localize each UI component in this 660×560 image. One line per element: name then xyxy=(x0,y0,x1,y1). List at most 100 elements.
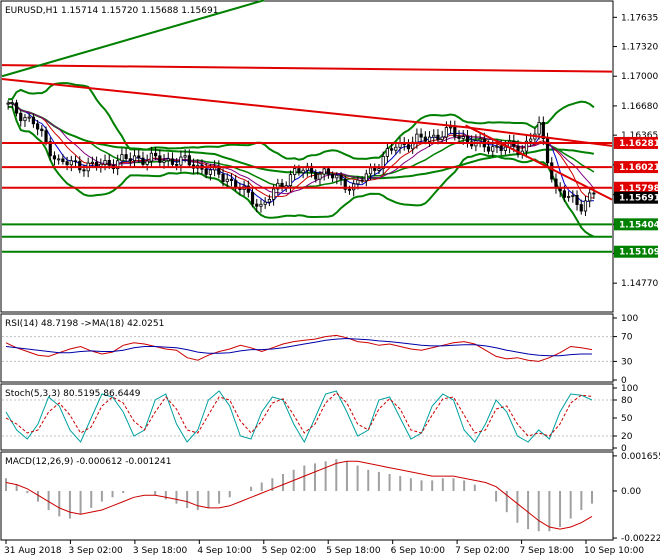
rsi-tick-label: 100 xyxy=(621,314,638,324)
candle-body xyxy=(246,185,250,193)
candle-body xyxy=(457,136,461,139)
candle-body xyxy=(137,155,141,159)
time-tick-label: 7 Sep 02:00 xyxy=(455,546,510,556)
macd-tick-label: -0.002222 xyxy=(621,534,660,544)
candle-body xyxy=(373,167,377,171)
rsi-pane[interactable] xyxy=(0,313,614,383)
candle-body xyxy=(132,155,137,161)
stoch-plot xyxy=(2,390,612,444)
candle-body xyxy=(204,168,208,175)
candle-body xyxy=(503,146,507,151)
candle-body xyxy=(368,167,373,175)
price-tag-box xyxy=(614,181,658,194)
candle-body xyxy=(423,136,427,142)
candle-body xyxy=(141,157,145,165)
rsi-plot xyxy=(2,334,612,362)
candle-body xyxy=(390,148,394,151)
candle-body xyxy=(280,182,284,188)
candle-body xyxy=(14,102,19,114)
price-tag-label: 1.15404 xyxy=(619,220,660,230)
candle-body xyxy=(322,168,326,175)
time-tick-label: 10 Sep 10:00 xyxy=(584,546,644,556)
rsi-tick-label: 70 xyxy=(621,333,633,343)
macd-tick-label: 0.00 xyxy=(621,487,641,497)
time-tick-label: 5 Sep 02:00 xyxy=(262,546,317,556)
candle-body xyxy=(10,102,14,105)
rsi-ma-line xyxy=(5,337,592,357)
macd-pane[interactable] xyxy=(0,451,614,541)
candle-body xyxy=(128,158,132,161)
candle-body xyxy=(360,179,364,182)
candle-body xyxy=(65,161,69,166)
candle-body xyxy=(339,174,343,180)
candle-body xyxy=(145,160,149,165)
candle-body xyxy=(82,169,86,172)
candle-body xyxy=(524,140,529,152)
candle-body xyxy=(432,134,436,138)
candle-body xyxy=(90,161,94,164)
time-tick-label: 4 Sep 10:00 xyxy=(197,546,252,556)
candle-body xyxy=(107,159,111,166)
candle-body xyxy=(23,117,27,122)
candle-body xyxy=(103,159,107,165)
candle-body xyxy=(326,168,330,175)
candle-body xyxy=(19,112,23,122)
candle-body xyxy=(554,178,558,189)
price-tick-label: 1.17000 xyxy=(621,72,658,82)
price-tag-box xyxy=(614,191,658,204)
candle-body xyxy=(36,123,40,130)
price-pane-title: EURUSD,H1 1.15714 1.15720 1.15688 1.1569… xyxy=(5,6,218,16)
candle-body xyxy=(562,190,566,198)
price-pane[interactable] xyxy=(0,0,614,313)
macd-tick-label: 0.001655 xyxy=(621,452,660,462)
candle-body xyxy=(263,201,267,205)
candle-body xyxy=(541,121,545,140)
candle-body xyxy=(381,155,385,170)
macd-pane-title: MACD(12,26,9) -0.000612 -0.001241 xyxy=(5,457,171,467)
candle-body xyxy=(250,191,255,205)
candle-body xyxy=(116,160,120,170)
price-tag-box xyxy=(614,136,658,149)
candle-body xyxy=(495,145,499,148)
stoch-tick-label: 80 xyxy=(621,396,633,406)
candle-body xyxy=(301,169,305,174)
stoch-pane-title: Stoch(5,3,3) 80.5195 86.6449 xyxy=(5,389,141,399)
candle-body xyxy=(436,134,440,141)
candle-body xyxy=(27,116,31,119)
price-tag-box xyxy=(614,161,658,174)
axes: 1.17635 1.17320 1.17000 1.16680 1.16365 1.160… xyxy=(4,13,660,556)
price-tick-label: 1.16365 xyxy=(621,131,658,141)
candle-body xyxy=(78,161,82,171)
candle-body xyxy=(187,155,191,166)
price-tag-label: 1.16281 xyxy=(619,139,660,149)
candle-body xyxy=(588,192,592,202)
stoch-pane[interactable] xyxy=(0,383,614,451)
candle-body xyxy=(73,160,78,163)
candle-body xyxy=(154,152,158,157)
price-tick-label: 1.17320 xyxy=(621,43,658,53)
trend-line xyxy=(1,78,466,129)
candle-body xyxy=(444,127,448,138)
candle-body xyxy=(225,178,229,182)
price-tag-label: 1.15109 xyxy=(619,248,660,258)
time-tick-label: 31 Aug 2018 xyxy=(4,546,62,556)
rsi-line xyxy=(5,334,593,362)
candle-body xyxy=(415,133,419,143)
candle-body xyxy=(120,154,124,162)
stoch-signal-line xyxy=(5,392,593,437)
candle-body xyxy=(272,188,276,200)
candle-body xyxy=(158,155,162,163)
candle-body xyxy=(331,173,335,179)
candle-body xyxy=(347,188,352,191)
rsi-tick-label: 0 xyxy=(621,376,627,386)
candle-body xyxy=(516,145,520,155)
rsi-tick-label: 30 xyxy=(621,357,633,367)
candle-body xyxy=(335,174,339,179)
candle-body xyxy=(179,156,183,166)
candle-body xyxy=(567,196,571,198)
candle-body xyxy=(343,178,347,190)
price-tick-label: 1.17635 xyxy=(621,13,658,23)
candle-body xyxy=(499,145,503,151)
